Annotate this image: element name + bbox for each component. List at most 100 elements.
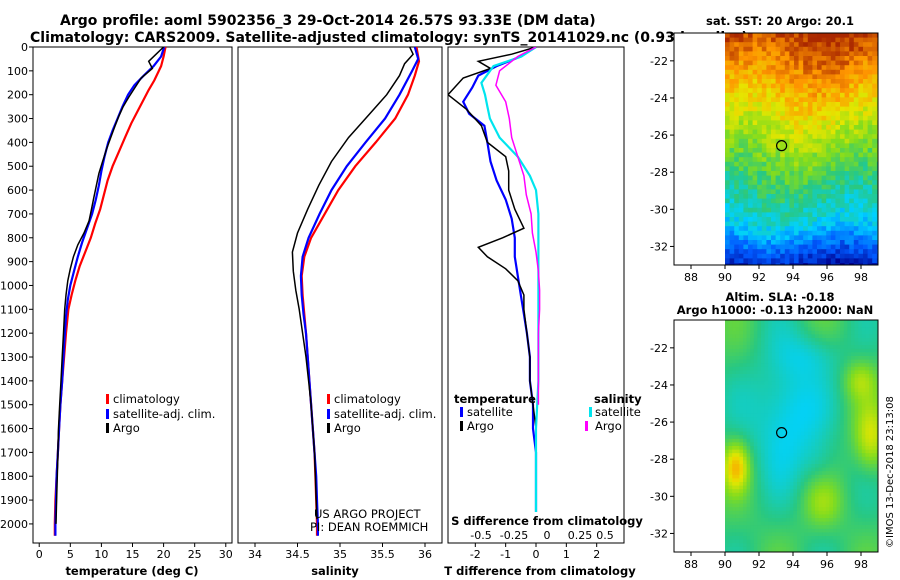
heatmap-cell [766, 97, 772, 103]
heatmap-cell [815, 474, 820, 479]
heatmap-cell [849, 56, 855, 62]
heatmap-cell [768, 388, 773, 393]
heatmap-cell [729, 65, 735, 71]
heatmap-cell [867, 263, 873, 265]
heatmap-cell [734, 102, 740, 108]
heatmap-cell [872, 518, 877, 523]
heatmap-cell [793, 532, 798, 537]
heatmap-cell [872, 370, 877, 375]
heatmap-cell [725, 106, 731, 112]
heatmap-cell [768, 464, 773, 469]
heatmap-cell [867, 33, 873, 39]
heatmap-cell [746, 356, 751, 361]
heatmap-cell [833, 420, 838, 425]
heatmap-cell [829, 478, 834, 483]
heatmap-cell [729, 97, 735, 103]
heatmap-cell [734, 51, 740, 57]
heatmap-cell [743, 413, 748, 418]
heatmap-cell [844, 92, 850, 98]
heatmap-cell [739, 356, 744, 361]
heatmap-cell [807, 489, 812, 494]
heatmap-cell [771, 514, 776, 519]
heatmap-cell [779, 323, 784, 328]
heatmap-cell [807, 413, 812, 418]
heatmap-cell [750, 374, 755, 379]
heatmap-cell [853, 258, 859, 264]
heatmap-cell [752, 198, 758, 204]
heatmap-cell [753, 410, 758, 415]
heatmap-cell [793, 341, 798, 346]
heatmap-cell [830, 189, 836, 195]
heatmap-cell [775, 83, 781, 89]
heatmap-cell [735, 345, 740, 350]
heatmap-cell [786, 442, 791, 447]
heatmap-cell [812, 115, 818, 121]
heatmap-cell [863, 42, 869, 48]
heatmap-cell [771, 359, 776, 364]
heatmap-cell [833, 514, 838, 519]
heatmap-cell [815, 323, 820, 328]
heatmap-cell [729, 157, 735, 163]
heatmap-cell [811, 467, 816, 472]
heatmap-cell [872, 330, 877, 335]
heatmap-cell [771, 327, 776, 332]
heatmap-cell [847, 327, 852, 332]
heatmap-cell [822, 377, 827, 382]
heatmap-cell [786, 323, 791, 328]
heatmap-cell [789, 51, 795, 57]
heatmap-cell [876, 381, 878, 386]
heatmap-cell [869, 370, 874, 375]
heatmap-cell [876, 125, 878, 131]
heatmap-cell [735, 363, 740, 368]
heatmap-cell [854, 327, 859, 332]
heatmap-cell [804, 500, 809, 505]
heatmap-cell [734, 92, 740, 98]
heatmap-cell [812, 60, 818, 66]
heatmap-cell [849, 148, 855, 154]
heatmap-cell [748, 217, 754, 223]
heatmap-cell [807, 485, 812, 490]
heatmap-cell [835, 79, 841, 85]
heatmap-cell [829, 410, 834, 415]
heatmap-cell [836, 518, 841, 523]
heatmap-cell [782, 413, 787, 418]
heatmap-cell [835, 60, 841, 66]
heatmap-cell [764, 456, 769, 461]
heatmap-cell [807, 171, 813, 177]
heatmap-cell [798, 37, 804, 43]
temperature-x-label: temperature (deg C) [65, 564, 198, 578]
heatmap-cell [729, 207, 735, 213]
heatmap-cell [876, 226, 878, 232]
heatmap-cell [725, 148, 731, 154]
heatmap-cell [840, 88, 846, 94]
heatmap-cell [786, 341, 791, 346]
heatmap-cell [784, 79, 790, 85]
heatmap-cell [822, 496, 827, 501]
heatmap-cell [729, 42, 735, 48]
heatmap-cell [798, 230, 804, 236]
heatmap-cell [800, 366, 805, 371]
heatmap-cell [843, 503, 848, 508]
heatmap-cell [764, 546, 769, 551]
heatmap-cell [835, 221, 841, 227]
heatmap-cell [725, 115, 731, 121]
argo-location-marker [776, 427, 788, 439]
heatmap-cell [743, 352, 748, 357]
heatmap-cell [793, 438, 798, 443]
heatmap-cell [771, 366, 776, 371]
heatmap-cell [826, 166, 832, 172]
heatmap-cell [735, 539, 740, 544]
heatmap-cell [743, 106, 749, 112]
heatmap-cell [872, 217, 878, 223]
heatmap-cell [757, 496, 762, 501]
heatmap-cell [835, 129, 841, 135]
heatmap-cell [768, 377, 773, 382]
heatmap-cell [797, 456, 802, 461]
heatmap-cell [840, 539, 845, 544]
heatmap-cell [794, 240, 800, 246]
heatmap-cell [798, 129, 804, 135]
heatmap-cell [876, 532, 878, 537]
heatmap-cell [729, 166, 735, 172]
heatmap-cell [753, 518, 758, 523]
heatmap-cell [753, 449, 758, 454]
